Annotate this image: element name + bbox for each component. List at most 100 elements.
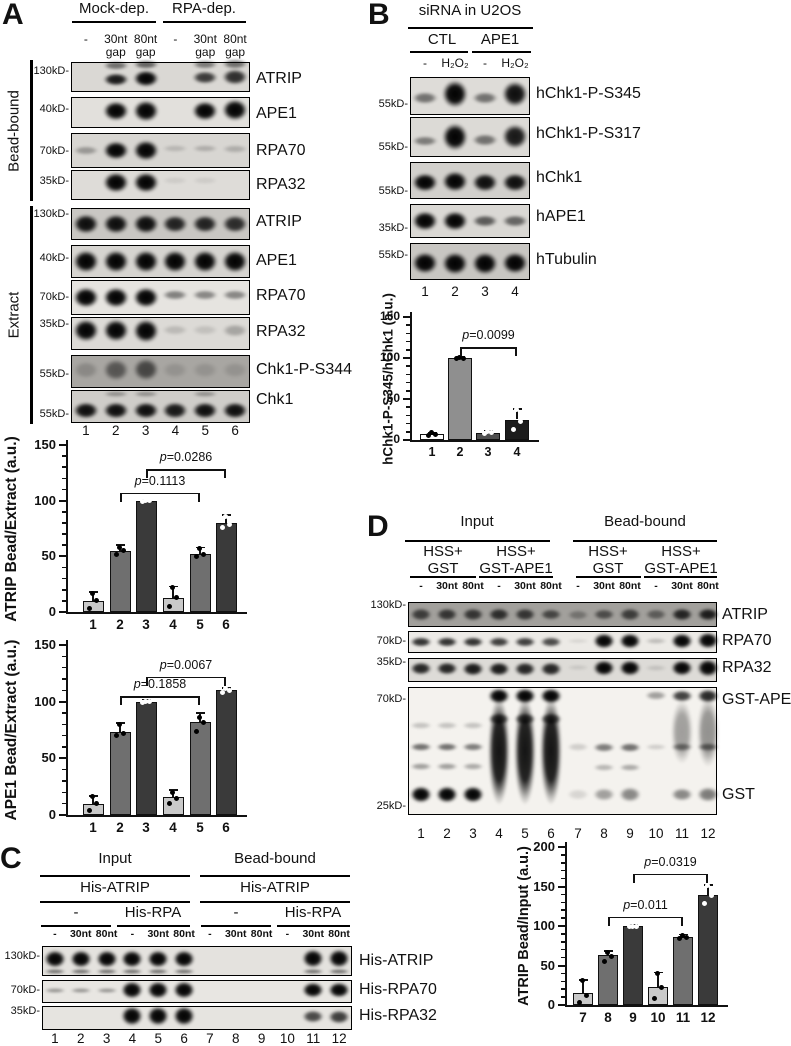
blot-band — [222, 324, 249, 338]
blot-band — [442, 170, 468, 192]
lane-number: 9 — [257, 1031, 266, 1046]
blot-band — [697, 607, 719, 622]
blot-band — [192, 289, 219, 300]
chart-bar — [82, 600, 104, 612]
blot-band — [540, 608, 562, 621]
blot-band — [502, 215, 528, 227]
chart-point — [651, 996, 657, 1002]
blot-marker: 130kD- — [4, 949, 40, 962]
subheader-his-atrip: His-ATRIP — [240, 879, 310, 896]
lane-number: 11 — [674, 826, 689, 841]
lane-number: 6 — [231, 423, 239, 438]
blot-band — [72, 146, 99, 155]
blot-band — [567, 665, 589, 670]
blot-label: ATRIP — [256, 69, 302, 87]
blot-marker: 70kD- — [376, 634, 406, 647]
lane-label: - — [423, 56, 427, 70]
chart-point — [196, 546, 202, 552]
lane-label: 80nt — [462, 580, 484, 592]
chart-point — [704, 883, 710, 889]
chart-y-title: hChk1-P-S345/hChk1 (a.u.) — [380, 292, 396, 465]
blot-label: GST — [722, 785, 755, 803]
lane-number: 1 — [51, 1031, 59, 1046]
chart-minor-tick — [561, 909, 565, 911]
blot-band — [436, 662, 458, 676]
chart-minor-tick — [406, 349, 410, 351]
chart-tick-label: 100 — [34, 492, 56, 508]
underline — [410, 51, 468, 54]
section-bracket — [30, 60, 33, 201]
blot-band — [43, 968, 66, 975]
blot-band — [697, 688, 719, 703]
chart-tick — [59, 814, 66, 816]
blot-band — [102, 100, 129, 122]
panel-b-title: siRNA in U2OS — [418, 2, 522, 19]
lane-number: 5 — [521, 826, 529, 841]
chart-point — [222, 685, 228, 691]
chart-x-label: 2 — [116, 820, 124, 835]
blot-band — [222, 68, 249, 86]
chart-minor-tick — [62, 655, 66, 658]
chart-point — [629, 923, 635, 929]
significance-bracket-end — [706, 873, 708, 883]
blot-band — [132, 172, 159, 193]
blot-box — [71, 133, 250, 168]
blot-band — [192, 401, 219, 420]
blot-marker: 70kD- — [39, 144, 69, 157]
chart-point — [166, 801, 172, 807]
blot-band — [540, 688, 562, 704]
underline — [72, 21, 156, 24]
chart-point — [219, 524, 225, 530]
lane-label: 80nt — [540, 580, 562, 592]
blot-band — [72, 214, 99, 234]
blot-band — [162, 402, 189, 419]
blot-band — [412, 92, 438, 104]
chart-bar — [135, 500, 157, 612]
blot-band — [488, 607, 510, 622]
blot-band — [69, 987, 92, 993]
lane-number: 7 — [574, 826, 582, 841]
blot-band — [436, 608, 458, 621]
lane-label: 80nt gap — [133, 32, 158, 60]
lane-number: 5 — [154, 1031, 162, 1046]
chart-axis-x — [410, 440, 539, 443]
blot-label: His-RPA32 — [359, 1006, 437, 1024]
chart-point — [601, 959, 607, 965]
lane-number: 4 — [128, 1031, 137, 1046]
lane-label: 80nt gap — [223, 32, 247, 60]
group-header-bead-bound: Bead-bound — [234, 850, 316, 867]
chart-tick-label: 200 — [533, 839, 555, 854]
lane-label: 80nt — [250, 928, 273, 940]
blot-band — [645, 638, 667, 644]
blot-band — [645, 743, 667, 751]
chart-error-bar — [92, 591, 94, 601]
chart-bar — [673, 937, 693, 1005]
lane-number: 3 — [469, 826, 477, 841]
blot-label: RPA32 — [722, 658, 772, 676]
significance-bracket-end — [146, 469, 148, 479]
blot-marker: 55kD- — [378, 141, 408, 154]
blot-band — [442, 211, 468, 231]
blot-marker: 40kD- — [39, 251, 69, 264]
lane-label: 80nt — [173, 928, 195, 940]
chart-x-label: 3 — [484, 445, 492, 459]
blot-band — [697, 696, 719, 767]
blot-band — [593, 788, 615, 801]
chart-point — [142, 498, 148, 504]
chart-tick — [59, 757, 66, 760]
underline — [277, 925, 350, 928]
blot-band — [69, 968, 92, 975]
blot-box — [408, 658, 717, 682]
blot-band — [147, 980, 170, 999]
lane-label: 30nt — [671, 580, 693, 592]
lane-label: - — [285, 928, 290, 940]
blot-band — [132, 358, 159, 382]
blot-box — [42, 980, 352, 1003]
subgroup-his-rpa: His-RPA — [124, 904, 182, 921]
chart-x-label: 3 — [142, 820, 150, 835]
chart-point — [116, 544, 122, 550]
chart-minor-tick — [561, 877, 565, 880]
subheader-hss-gst: HSS+ GST — [423, 543, 463, 577]
blot-band — [412, 172, 438, 192]
lane-number: 3 — [102, 1031, 111, 1046]
